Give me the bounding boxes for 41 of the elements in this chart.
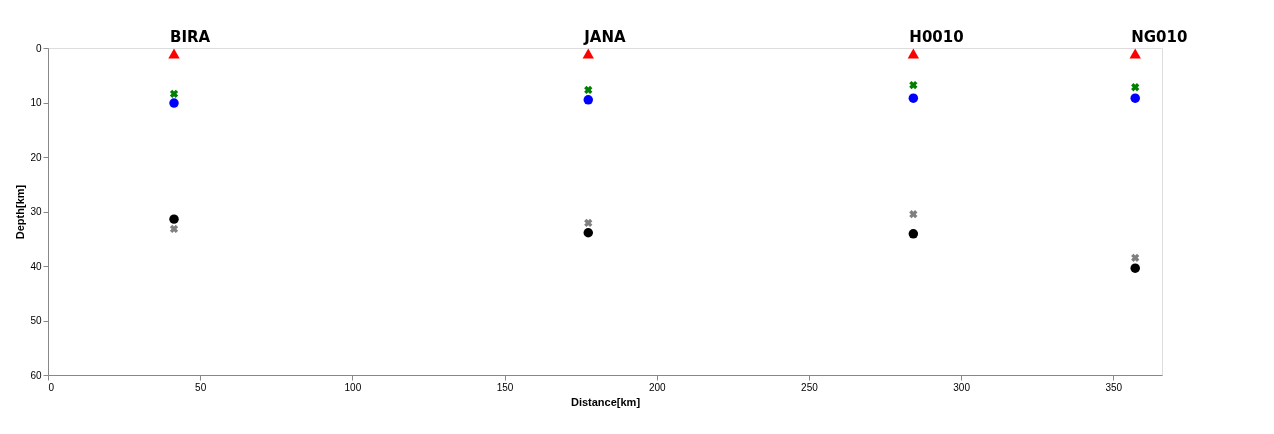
point xyxy=(907,48,920,59)
point xyxy=(169,89,179,98)
x-tick-label: 300 xyxy=(953,381,971,393)
y-axis-title: Depth[km] xyxy=(14,184,27,240)
point xyxy=(168,48,180,59)
point xyxy=(1130,263,1140,273)
x-tick-label: 50 xyxy=(195,381,207,393)
point xyxy=(908,229,919,239)
y-tick-label: 0 xyxy=(35,42,42,54)
point xyxy=(584,218,593,228)
x-tick-label: 150 xyxy=(496,381,514,393)
x-tick-label: 0 xyxy=(48,381,55,393)
y-tick-label: 30 xyxy=(30,206,42,217)
point xyxy=(909,210,918,219)
point xyxy=(1131,253,1140,262)
annotation: NG010 xyxy=(1131,28,1188,46)
x-tick-label: 200 xyxy=(648,381,667,393)
point xyxy=(1130,93,1140,103)
x-tick-label: 350 xyxy=(1105,381,1123,393)
point xyxy=(582,48,594,59)
point xyxy=(169,98,179,108)
annotation: H0010 xyxy=(909,28,964,46)
y-tick-label: 10 xyxy=(30,97,42,108)
point xyxy=(909,80,918,90)
x-tick-label: 250 xyxy=(801,381,819,393)
y-tick-label: 40 xyxy=(30,260,42,272)
point xyxy=(908,93,919,103)
annotation: JANA xyxy=(583,28,626,46)
point xyxy=(584,85,593,95)
annotation: BIRA xyxy=(170,28,211,46)
y-tick-label: 60 xyxy=(30,369,42,381)
point xyxy=(583,95,593,105)
y-tick-label: 50 xyxy=(30,315,42,326)
y-tick-label: 20 xyxy=(30,151,42,163)
x-axis-title: Distance[km] xyxy=(570,395,641,408)
point xyxy=(169,224,179,234)
point xyxy=(1131,83,1140,92)
point xyxy=(583,228,593,238)
x-tick-label: 100 xyxy=(344,381,362,393)
point xyxy=(1129,48,1141,59)
point xyxy=(169,214,179,224)
